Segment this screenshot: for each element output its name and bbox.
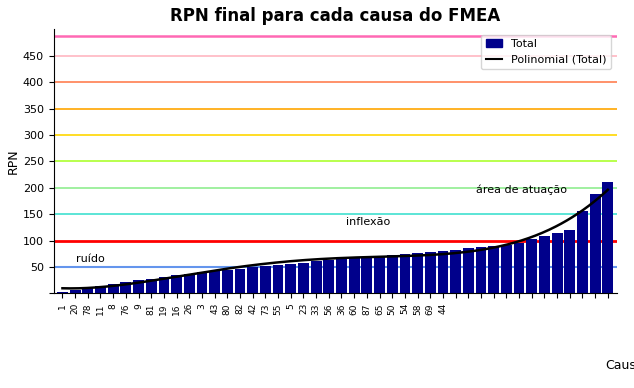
X-axis label: Causas: Causas [605, 359, 634, 372]
Bar [247, 267, 258, 293]
Bar [336, 259, 347, 293]
Bar [57, 292, 68, 293]
Bar [95, 286, 106, 293]
Bar [399, 254, 410, 293]
Title: RPN final para cada causa do FMEA: RPN final para cada causa do FMEA [170, 7, 500, 25]
Bar [311, 261, 321, 293]
Text: ruído: ruído [76, 254, 105, 264]
Bar [158, 277, 169, 293]
Bar [171, 275, 182, 293]
Bar [108, 284, 119, 293]
Bar [590, 194, 600, 293]
Bar [70, 290, 81, 293]
Bar [602, 182, 613, 293]
Bar [298, 263, 309, 293]
Bar [222, 270, 233, 293]
Bar [539, 236, 550, 293]
Bar [488, 246, 499, 293]
Bar [425, 252, 436, 293]
Legend: Total, Polinomial (Total): Total, Polinomial (Total) [481, 35, 611, 69]
Bar [437, 251, 448, 293]
Bar [552, 233, 562, 293]
Bar [361, 257, 372, 293]
Text: área de atuação: área de atuação [476, 185, 567, 195]
Y-axis label: RPN: RPN [7, 149, 20, 174]
Text: inflexão: inflexão [346, 217, 391, 227]
Bar [514, 242, 524, 293]
Bar [120, 282, 131, 293]
Bar [526, 239, 537, 293]
Bar [476, 248, 486, 293]
Bar [412, 253, 423, 293]
Bar [209, 271, 220, 293]
Bar [235, 268, 245, 293]
Bar [577, 211, 588, 293]
Bar [260, 266, 271, 293]
Bar [133, 280, 144, 293]
Bar [463, 248, 474, 293]
Bar [273, 265, 283, 293]
Bar [146, 279, 157, 293]
Bar [349, 258, 359, 293]
Bar [387, 255, 398, 293]
Bar [197, 272, 207, 293]
Bar [323, 260, 334, 293]
Bar [82, 288, 93, 293]
Bar [184, 274, 195, 293]
Bar [285, 264, 296, 293]
Bar [564, 230, 575, 293]
Bar [501, 245, 512, 293]
Bar [374, 256, 385, 293]
Bar [450, 249, 461, 293]
